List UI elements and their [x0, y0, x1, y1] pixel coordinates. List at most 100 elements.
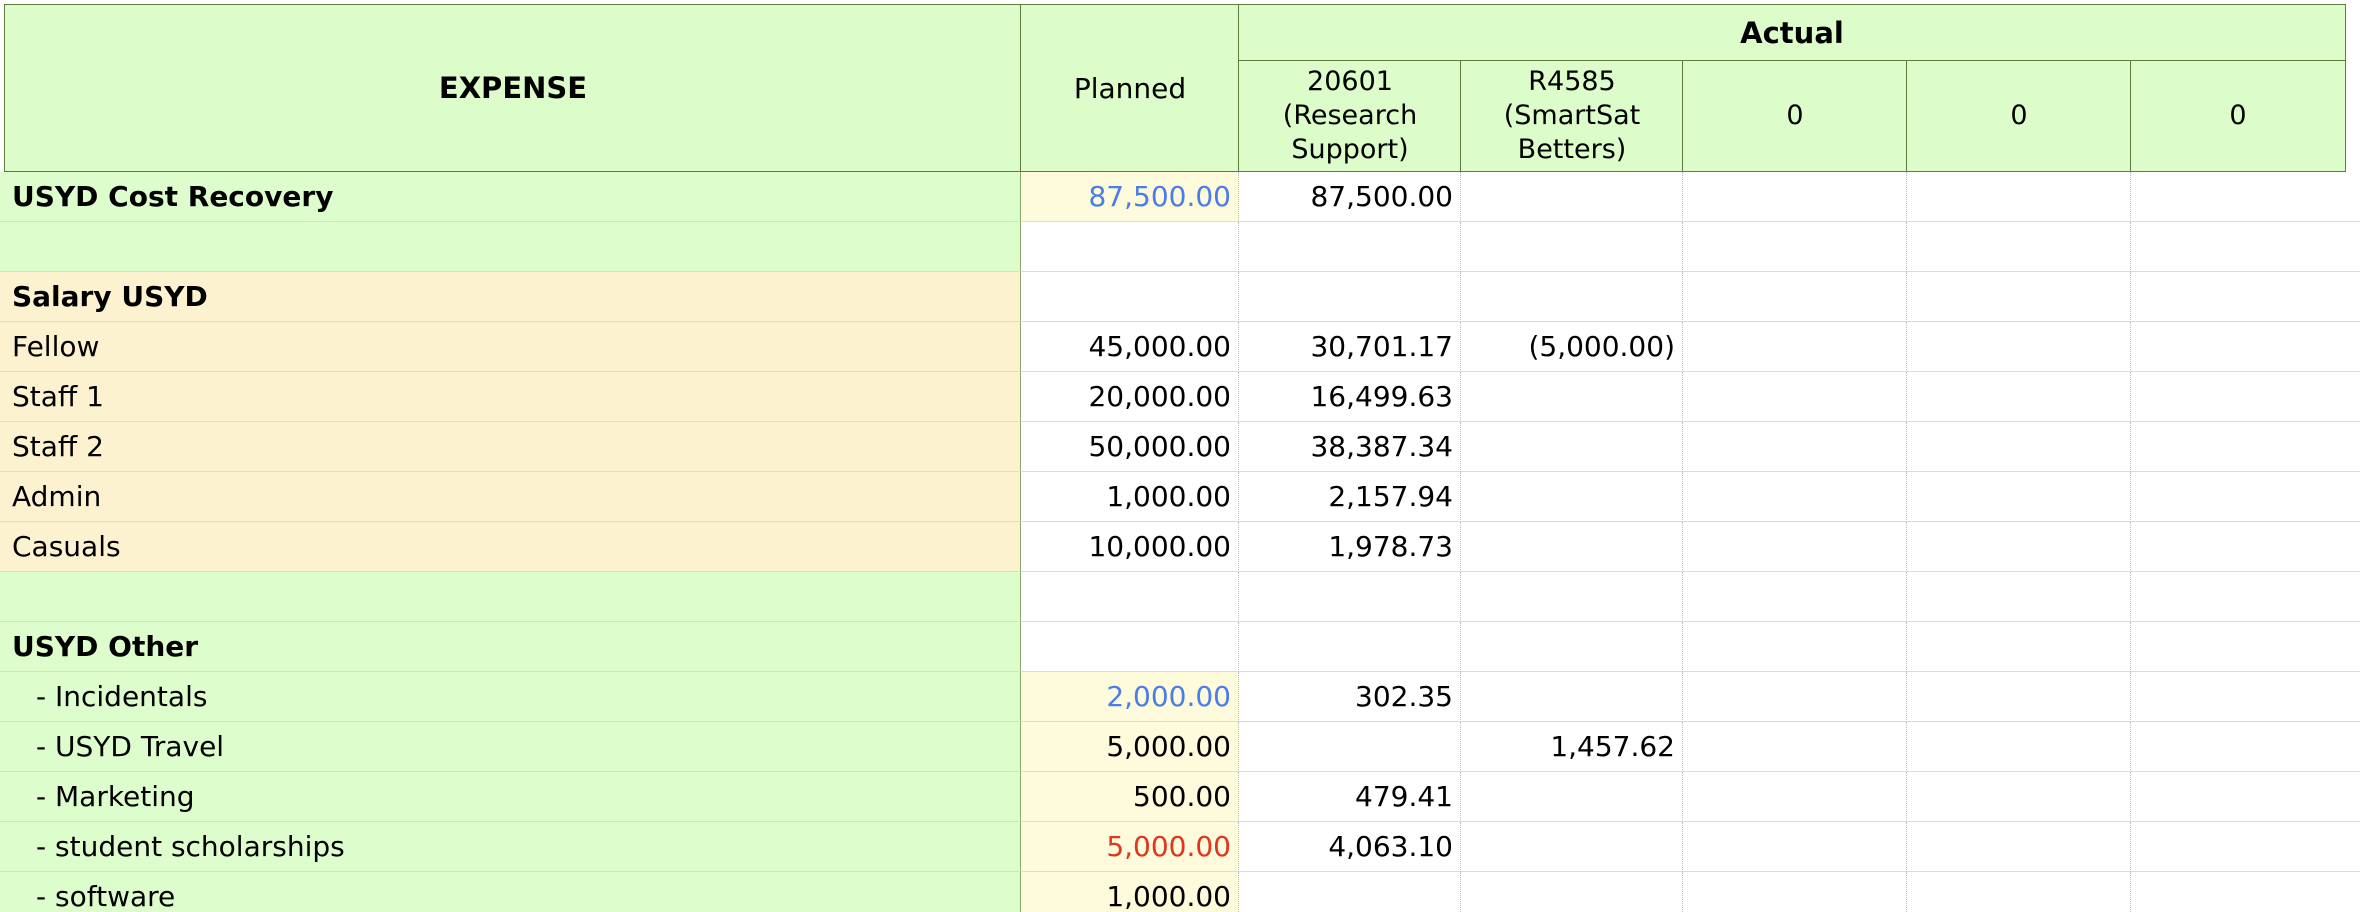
actual-20601-cell[interactable] — [1239, 272, 1461, 322]
actual-col-3-cell[interactable] — [1683, 822, 1907, 872]
actual-col-5-cell[interactable] — [2131, 322, 2360, 372]
actual-r4585-cell[interactable] — [1461, 422, 1683, 472]
actual-20601-cell[interactable] — [1239, 572, 1461, 622]
actual-20601-cell[interactable] — [1239, 872, 1461, 912]
actual-col-5-cell[interactable] — [2131, 622, 2360, 672]
actual-r4585-cell[interactable] — [1461, 272, 1683, 322]
actual-20601-cell[interactable]: 2,157.94 — [1239, 472, 1461, 522]
planned-cell[interactable]: 10,000.00 — [1021, 522, 1239, 572]
planned-cell[interactable] — [1021, 222, 1239, 272]
actual-col-3-cell[interactable] — [1683, 672, 1907, 722]
planned-cell[interactable] — [1021, 572, 1239, 622]
actual-col-3-cell[interactable] — [1683, 622, 1907, 672]
actual-col-5-cell[interactable] — [2131, 772, 2360, 822]
actual-r4585-cell[interactable] — [1461, 372, 1683, 422]
actual-col-4-cell[interactable] — [1907, 872, 2131, 912]
actual-col-3-cell[interactable] — [1683, 272, 1907, 322]
actual-20601-cell[interactable] — [1239, 222, 1461, 272]
actual-col-3-cell[interactable] — [1683, 322, 1907, 372]
planned-cell[interactable]: 500.00 — [1021, 772, 1239, 822]
actual-col-5-cell[interactable] — [2131, 222, 2360, 272]
expense-label-cell[interactable]: USYD Other — [0, 622, 1021, 672]
expense-label-cell[interactable] — [0, 572, 1021, 622]
actual-col-4-cell[interactable] — [1907, 772, 2131, 822]
actual-col-4-cell[interactable] — [1907, 572, 2131, 622]
header-expense[interactable]: EXPENSE — [4, 4, 1022, 172]
expense-label-cell[interactable]: Casuals — [0, 522, 1021, 572]
planned-cell[interactable]: 1,000.00 — [1021, 872, 1239, 912]
header-actual[interactable]: Actual — [1238, 4, 2346, 62]
actual-col-3-cell[interactable] — [1683, 172, 1907, 222]
header-planned[interactable]: Planned — [1020, 4, 1240, 172]
actual-col-5-cell[interactable] — [2131, 722, 2360, 772]
actual-col-5-cell[interactable] — [2131, 522, 2360, 572]
actual-20601-cell[interactable]: 16,499.63 — [1239, 372, 1461, 422]
actual-col-3-cell[interactable] — [1683, 522, 1907, 572]
actual-col-3-cell[interactable] — [1683, 222, 1907, 272]
actual-20601-cell[interactable]: 87,500.00 — [1239, 172, 1461, 222]
actual-r4585-cell[interactable] — [1461, 872, 1683, 912]
planned-cell[interactable] — [1021, 272, 1239, 322]
actual-20601-cell[interactable]: 38,387.34 — [1239, 422, 1461, 472]
expense-label-cell[interactable]: USYD Cost Recovery — [0, 172, 1021, 222]
actual-20601-cell[interactable]: 479.41 — [1239, 772, 1461, 822]
actual-col-4-cell[interactable] — [1907, 372, 2131, 422]
actual-r4585-cell[interactable] — [1461, 672, 1683, 722]
header-col-4[interactable]: 0 — [1906, 60, 2132, 172]
actual-col-4-cell[interactable] — [1907, 272, 2131, 322]
actual-20601-cell[interactable]: 4,063.10 — [1239, 822, 1461, 872]
expense-label-cell[interactable]: - student scholarships — [0, 822, 1021, 872]
actual-col-4-cell[interactable] — [1907, 222, 2131, 272]
expense-label-cell[interactable]: - Incidentals — [0, 672, 1021, 722]
actual-col-5-cell[interactable] — [2131, 822, 2360, 872]
actual-col-3-cell[interactable] — [1683, 872, 1907, 912]
header-col-5[interactable]: 0 — [2130, 60, 2346, 172]
expense-label-cell[interactable]: - Marketing — [0, 772, 1021, 822]
expense-label-cell[interactable]: Staff 1 — [0, 372, 1021, 422]
planned-cell[interactable]: 50,000.00 — [1021, 422, 1239, 472]
header-col-20601[interactable]: 20601 (Research Support) — [1238, 60, 1462, 172]
planned-cell[interactable]: 2,000.00 — [1021, 672, 1239, 722]
planned-cell[interactable]: 87,500.00 — [1021, 172, 1239, 222]
expense-label-cell[interactable]: - USYD Travel — [0, 722, 1021, 772]
actual-r4585-cell[interactable]: (5,000.00) — [1461, 322, 1683, 372]
planned-cell[interactable] — [1021, 622, 1239, 672]
planned-cell[interactable]: 5,000.00 — [1021, 722, 1239, 772]
actual-r4585-cell[interactable] — [1461, 172, 1683, 222]
actual-col-5-cell[interactable] — [2131, 872, 2360, 912]
actual-col-4-cell[interactable] — [1907, 472, 2131, 522]
actual-r4585-cell[interactable] — [1461, 822, 1683, 872]
actual-col-3-cell[interactable] — [1683, 772, 1907, 822]
actual-20601-cell[interactable]: 30,701.17 — [1239, 322, 1461, 372]
actual-col-3-cell[interactable] — [1683, 422, 1907, 472]
planned-cell[interactable]: 45,000.00 — [1021, 322, 1239, 372]
actual-col-5-cell[interactable] — [2131, 422, 2360, 472]
actual-col-3-cell[interactable] — [1683, 572, 1907, 622]
actual-col-4-cell[interactable] — [1907, 722, 2131, 772]
actual-col-5-cell[interactable] — [2131, 172, 2360, 222]
actual-20601-cell[interactable] — [1239, 622, 1461, 672]
actual-r4585-cell[interactable] — [1461, 522, 1683, 572]
actual-col-3-cell[interactable] — [1683, 722, 1907, 772]
header-col-r4585[interactable]: R4585 (SmartSat Betters) — [1460, 60, 1684, 172]
actual-col-5-cell[interactable] — [2131, 672, 2360, 722]
actual-col-5-cell[interactable] — [2131, 372, 2360, 422]
header-col-3[interactable]: 0 — [1682, 60, 1908, 172]
planned-cell[interactable]: 20,000.00 — [1021, 372, 1239, 422]
actual-r4585-cell[interactable] — [1461, 572, 1683, 622]
actual-col-5-cell[interactable] — [2131, 472, 2360, 522]
actual-20601-cell[interactable] — [1239, 722, 1461, 772]
expense-label-cell[interactable]: Fellow — [0, 322, 1021, 372]
expense-label-cell[interactable]: - software — [0, 872, 1021, 912]
actual-col-3-cell[interactable] — [1683, 472, 1907, 522]
actual-col-4-cell[interactable] — [1907, 172, 2131, 222]
actual-col-4-cell[interactable] — [1907, 622, 2131, 672]
expense-label-cell[interactable] — [0, 222, 1021, 272]
actual-col-5-cell[interactable] — [2131, 272, 2360, 322]
actual-col-4-cell[interactable] — [1907, 822, 2131, 872]
planned-cell[interactable]: 1,000.00 — [1021, 472, 1239, 522]
actual-col-4-cell[interactable] — [1907, 672, 2131, 722]
actual-r4585-cell[interactable]: 1,457.62 — [1461, 722, 1683, 772]
planned-cell[interactable]: 5,000.00 — [1021, 822, 1239, 872]
expense-label-cell[interactable]: Admin — [0, 472, 1021, 522]
